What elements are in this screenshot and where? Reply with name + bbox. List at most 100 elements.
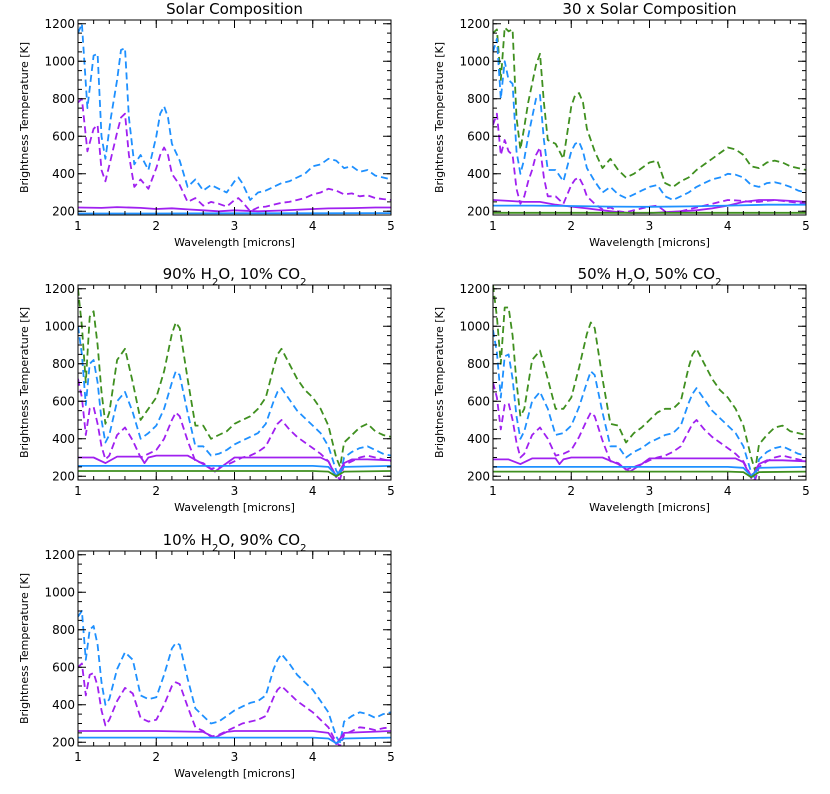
chart-5-xtick-label: 2 [152, 750, 160, 764]
chart-5-series-group [78, 610, 391, 746]
chart-3-xtick-label: 2 [152, 484, 160, 498]
chart-2-series-green-dashed [493, 26, 806, 188]
chart-3-title-part: O, 10% CO [218, 265, 300, 283]
chart-2-ytick-label: 800 [467, 92, 490, 106]
chart-5-ytick-label: 400 [52, 698, 75, 712]
chart-2: 1 2 3 4 5 200 400 600 800 1000 1200 30 x Solar Comp… [433, 0, 810, 249]
chart-4-series-green-solid [493, 470, 806, 479]
chart-2-ylabel: Brightness Temperature [K] [433, 42, 446, 193]
chart-5-ytick-label: 1200 [44, 548, 75, 562]
chart-3-series-group [78, 288, 391, 480]
chart-2-series-blue-solid [493, 203, 806, 208]
chart-4-title: 50% H2O, 50% CO2 [578, 265, 722, 288]
chart-4-series-blue-dashed [493, 329, 806, 479]
chart-4-xtick-label: 3 [646, 484, 654, 498]
chart-3-title: 90% H2O, 10% CO2 [163, 265, 307, 288]
chart-1-ytick-label: 400 [52, 167, 75, 181]
chart-3-series-green-solid [78, 470, 391, 478]
chart-5-series-purple-solid [78, 730, 391, 745]
chart-3-xlabel: Wavelength [microns] [174, 501, 295, 514]
chart-4-xtick-label: 5 [802, 484, 810, 498]
chart-4-series-purple-dashed [493, 382, 806, 480]
chart-3-series-blue-solid [78, 465, 391, 477]
chart-1-frame [77, 19, 392, 216]
chart-1-series-blue-dashed [78, 22, 391, 201]
chart-5-ytick-label: 1000 [44, 585, 75, 599]
chart-5-series-blue-solid [78, 736, 391, 745]
chart-1-xtick-label: 3 [231, 219, 239, 233]
chart-2-ytick-label: 1200 [459, 17, 490, 31]
chart-4-title-part: 50% H [578, 265, 627, 283]
chart-4-xlabel: Wavelength [microns] [589, 501, 710, 514]
chart-5-ytick-label: 600 [52, 660, 75, 674]
chart-5-xtick-label: 4 [309, 750, 317, 764]
chart-4-xtick-label: 2 [567, 484, 575, 498]
chart-3-ytick-label: 1200 [44, 282, 75, 296]
chart-3-frame [77, 284, 392, 481]
chart-5-ylabel: Brightness Temperature [K] [18, 573, 31, 724]
chart-2-ytick-label: 400 [467, 167, 490, 181]
chart-3-ytick-label: 800 [52, 357, 75, 371]
chart-1-ytick-label: 1200 [44, 17, 75, 31]
chart-1-ytick-label: 800 [52, 92, 75, 106]
chart-3-series-green-dashed [78, 288, 391, 468]
chart-2-series-purple-dashed [493, 112, 806, 214]
chart-5-xlabel: Wavelength [microns] [174, 767, 295, 780]
chart-5-xtick-label: 5 [387, 750, 395, 764]
chart-4-frame [492, 284, 807, 481]
chart-4-title-subscript: 2 [627, 277, 633, 288]
chart-3-xtick-label: 5 [387, 484, 395, 498]
chart-2-xtick-label: 2 [567, 219, 575, 233]
chart-3-title-subscript: 2 [300, 277, 306, 288]
chart-3-series-blue-dashed [78, 326, 391, 478]
chart-4-ylabel: Brightness Temperature [K] [433, 307, 446, 458]
chart-5-xtick-label: 3 [231, 750, 239, 764]
chart-1: 1 2 3 4 5 200 400 600 800 1000 1200 Solar Compositi… [18, 0, 395, 249]
chart-1-ytick-label: 1000 [44, 54, 75, 68]
chart-5-title-part: O, 90% CO [218, 531, 300, 549]
chart-5-title-part: 10% H [163, 531, 212, 549]
chart-4-series-blue-solid [493, 466, 806, 478]
chart-1-xtick-label: 2 [152, 219, 160, 233]
chart-4-xtick-label: 1 [489, 484, 497, 498]
chart-1-xtick-label: 5 [387, 219, 395, 233]
chart-2-xtick-label: 3 [646, 219, 654, 233]
chart-2-xlabel: Wavelength [microns] [589, 236, 710, 249]
chart-2-frame [492, 19, 807, 216]
chart-4-ytick-label: 1000 [459, 319, 490, 333]
chart-3-ytick-label: 400 [52, 432, 75, 446]
chart-1-series-group [78, 22, 391, 215]
chart-2-ytick-label: 200 [467, 204, 490, 218]
chart-1-ytick-label: 200 [52, 204, 75, 218]
chart-4-series-group [493, 285, 806, 480]
chart-3-title-subscript: 2 [212, 277, 218, 288]
chart-3-xtick-label: 1 [74, 484, 82, 498]
chart-2-ytick-label: 1000 [459, 54, 490, 68]
chart-5-ytick-label: 800 [52, 623, 75, 637]
chart-5-title-subscript: 2 [212, 543, 218, 554]
chart-4-title-part: O, 50% CO [633, 265, 715, 283]
chart-1-xtick-label: 4 [309, 219, 317, 233]
chart-1-xtick-label: 1 [74, 219, 82, 233]
chart-5-ytick-label: 200 [52, 735, 75, 749]
chart-4-ytick-label: 1200 [459, 282, 490, 296]
chart-4-ytick-label: 200 [467, 469, 490, 483]
chart-3-ylabel: Brightness Temperature [K] [18, 307, 31, 458]
chart-5-series-blue-dashed [78, 610, 391, 744]
chart-2-xtick-label: 1 [489, 219, 497, 233]
chart-4-title-subscript: 2 [715, 277, 721, 288]
chart-5-title-subscript: 2 [300, 543, 306, 554]
chart-1-series-purple-dashed [78, 97, 391, 213]
chart-4-ytick-label: 800 [467, 357, 490, 371]
chart-3-xtick-label: 3 [231, 484, 239, 498]
chart-2-xtick-label: 5 [802, 219, 810, 233]
chart-1-ytick-label: 600 [52, 129, 75, 143]
chart-5-frame [77, 550, 392, 747]
chart-2-ytick-label: 600 [467, 129, 490, 143]
chart-2-xtick-label: 4 [724, 219, 732, 233]
chart-5-xtick-label: 1 [74, 750, 82, 764]
